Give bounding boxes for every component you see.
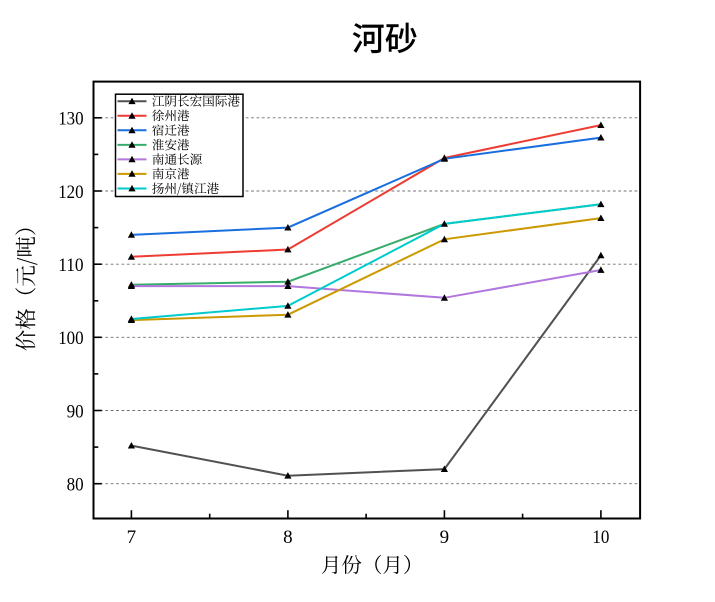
- svg-text:120: 120: [58, 182, 83, 203]
- svg-text:9: 9: [440, 527, 450, 548]
- svg-text:80: 80: [67, 475, 84, 496]
- svg-text:110: 110: [58, 255, 83, 276]
- svg-text:130: 130: [58, 109, 83, 130]
- svg-text:7: 7: [127, 527, 137, 548]
- svg-text:90: 90: [67, 401, 84, 422]
- svg-text:100: 100: [58, 328, 83, 349]
- svg-text:10: 10: [592, 527, 609, 548]
- svg-text:8: 8: [283, 527, 293, 548]
